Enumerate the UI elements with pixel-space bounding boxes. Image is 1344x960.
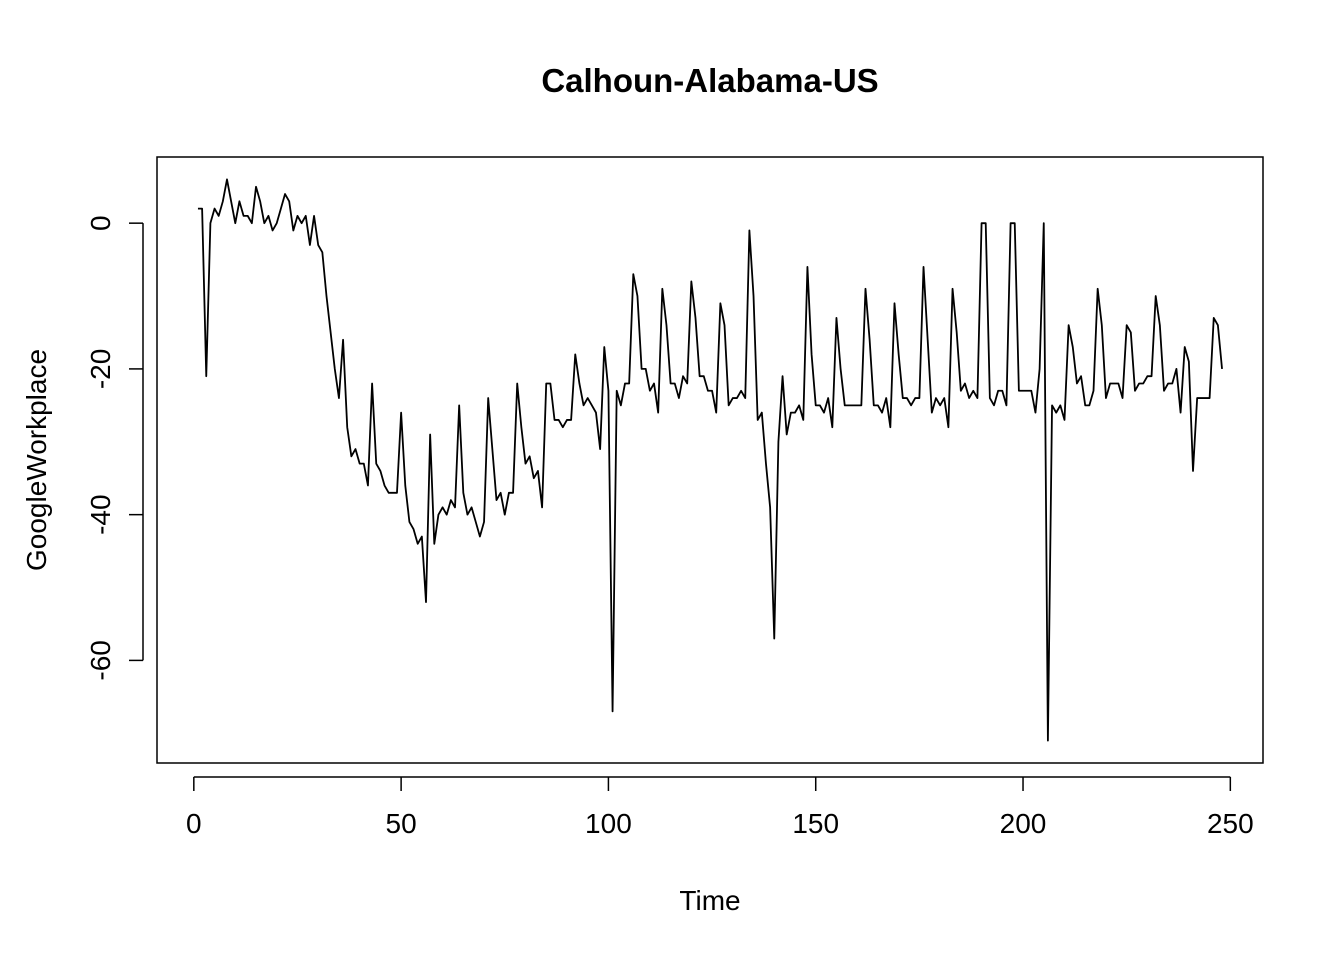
y-tick-label: -20 <box>85 349 116 389</box>
x-tick-label: 150 <box>792 808 839 839</box>
x-tick-label: 200 <box>1000 808 1047 839</box>
y-axis-label: GoogleWorkplace <box>21 349 52 571</box>
x-tick-label: 0 <box>186 808 202 839</box>
y-tick-label: 0 <box>85 215 116 231</box>
x-tick-label: 100 <box>585 808 632 839</box>
plot-frame <box>156 156 1264 764</box>
x-tick-label: 250 <box>1207 808 1254 839</box>
y-tick-label: -60 <box>85 640 116 680</box>
series-line <box>197 178 1223 742</box>
x-axis-label: Time <box>679 885 740 916</box>
chart-title: Calhoun-Alabama-US <box>541 62 878 99</box>
y-tick-label: -40 <box>85 494 116 534</box>
x-tick-label: 50 <box>386 808 417 839</box>
